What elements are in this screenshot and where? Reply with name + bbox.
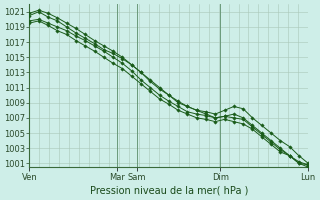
X-axis label: Pression niveau de la mer( hPa ): Pression niveau de la mer( hPa ) (90, 186, 248, 196)
